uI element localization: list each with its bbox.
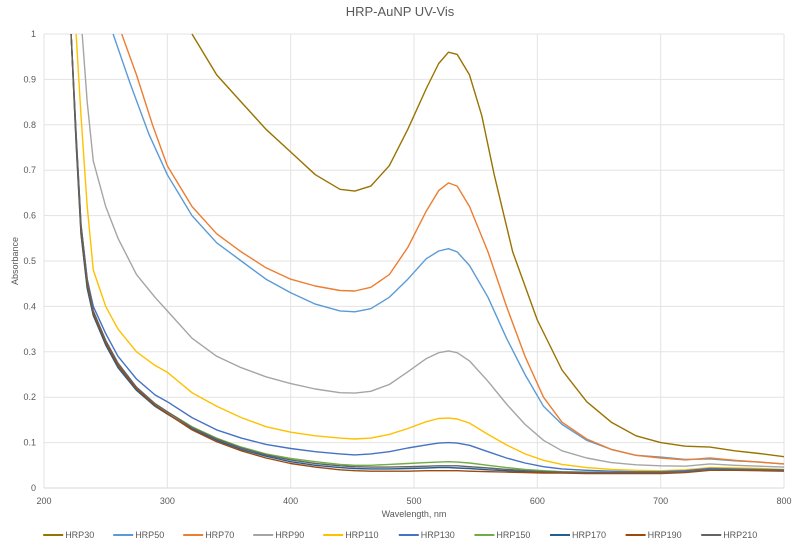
legend-label: HRP30 (65, 530, 94, 540)
legend-item-hrp190[interactable]: HRP190 (625, 530, 682, 540)
series-line-hrp90 (81, 33, 785, 468)
x-tick-label: 800 (776, 496, 791, 506)
x-tick-label: 200 (36, 496, 51, 506)
y-tick-label: 0.4 (23, 301, 36, 311)
data-series (70, 33, 785, 475)
y-tick-label: 0.8 (23, 120, 36, 130)
legend-item-hrp90[interactable]: HRP90 (253, 530, 304, 540)
y-tick-label: 0.3 (23, 347, 36, 357)
legend-label: HRP50 (135, 530, 164, 540)
x-tick-label: 600 (530, 496, 545, 506)
y-tick-label: 0 (31, 483, 36, 493)
series-line-hrp70 (121, 33, 785, 465)
x-axis-label: Wavelength, nm (382, 509, 447, 519)
y-tick-label: 0.7 (23, 165, 36, 175)
legend-label: HRP150 (496, 530, 530, 540)
legend: HRP30 HRP50 HRP70 HRP90 HRP110 HRP130 HRP150 HR… (43, 530, 757, 540)
legend-label: HRP90 (275, 530, 304, 540)
gridlines (43, 33, 785, 489)
legend-item-hrp210[interactable]: HRP210 (701, 530, 757, 540)
y-tick-label: 0.1 (23, 438, 36, 448)
legend-item-hrp110[interactable]: HRP110 (323, 530, 379, 540)
series-line-hrp190 (70, 33, 785, 475)
legend-label: HRP190 (648, 530, 682, 540)
series-line-hrp210 (70, 33, 785, 474)
y-tick-label: 0.2 (23, 392, 36, 402)
y-axis-label: Absorbance (10, 237, 20, 285)
axes: 0 0.1 0.2 0.3 0.4 0.5 0.6 0.7 0.8 0.9 1 200 300 400 50… (23, 29, 791, 506)
legend-label: HRP70 (205, 530, 234, 540)
x-tick-label: 700 (653, 496, 668, 506)
legend-item-hrp130[interactable]: HRP130 (398, 530, 455, 540)
series-line-hrp150 (70, 33, 785, 474)
series-line-hrp130 (70, 33, 785, 473)
legend-item-hrp170[interactable]: HRP170 (550, 530, 606, 540)
series-line-hrp170 (70, 33, 785, 474)
y-tick-label: 1 (31, 29, 36, 39)
series-line-hrp30 (191, 33, 785, 458)
legend-label: HRP130 (421, 530, 455, 540)
legend-label: HRP210 (723, 530, 757, 540)
legend-item-hrp70[interactable]: HRP70 (183, 530, 234, 540)
legend-item-hrp50[interactable]: HRP50 (113, 530, 164, 540)
legend-label: HRP170 (572, 530, 606, 540)
x-tick-label: 300 (160, 496, 175, 506)
legend-item-hrp150[interactable]: HRP150 (474, 530, 530, 540)
series-line-hrp50 (112, 33, 785, 465)
x-tick-label: 400 (283, 496, 298, 506)
chart-title: HRP-AuNP UV-Vis (346, 4, 455, 19)
x-tick-label: 500 (406, 496, 421, 506)
y-tick-label: 0.9 (23, 74, 36, 84)
series-line-hrp110 (75, 33, 785, 472)
y-tick-label: 0.5 (23, 256, 36, 266)
y-tick-label: 0.6 (23, 211, 36, 221)
legend-item-hrp30[interactable]: HRP30 (43, 530, 94, 540)
legend-label: HRP110 (345, 530, 378, 540)
